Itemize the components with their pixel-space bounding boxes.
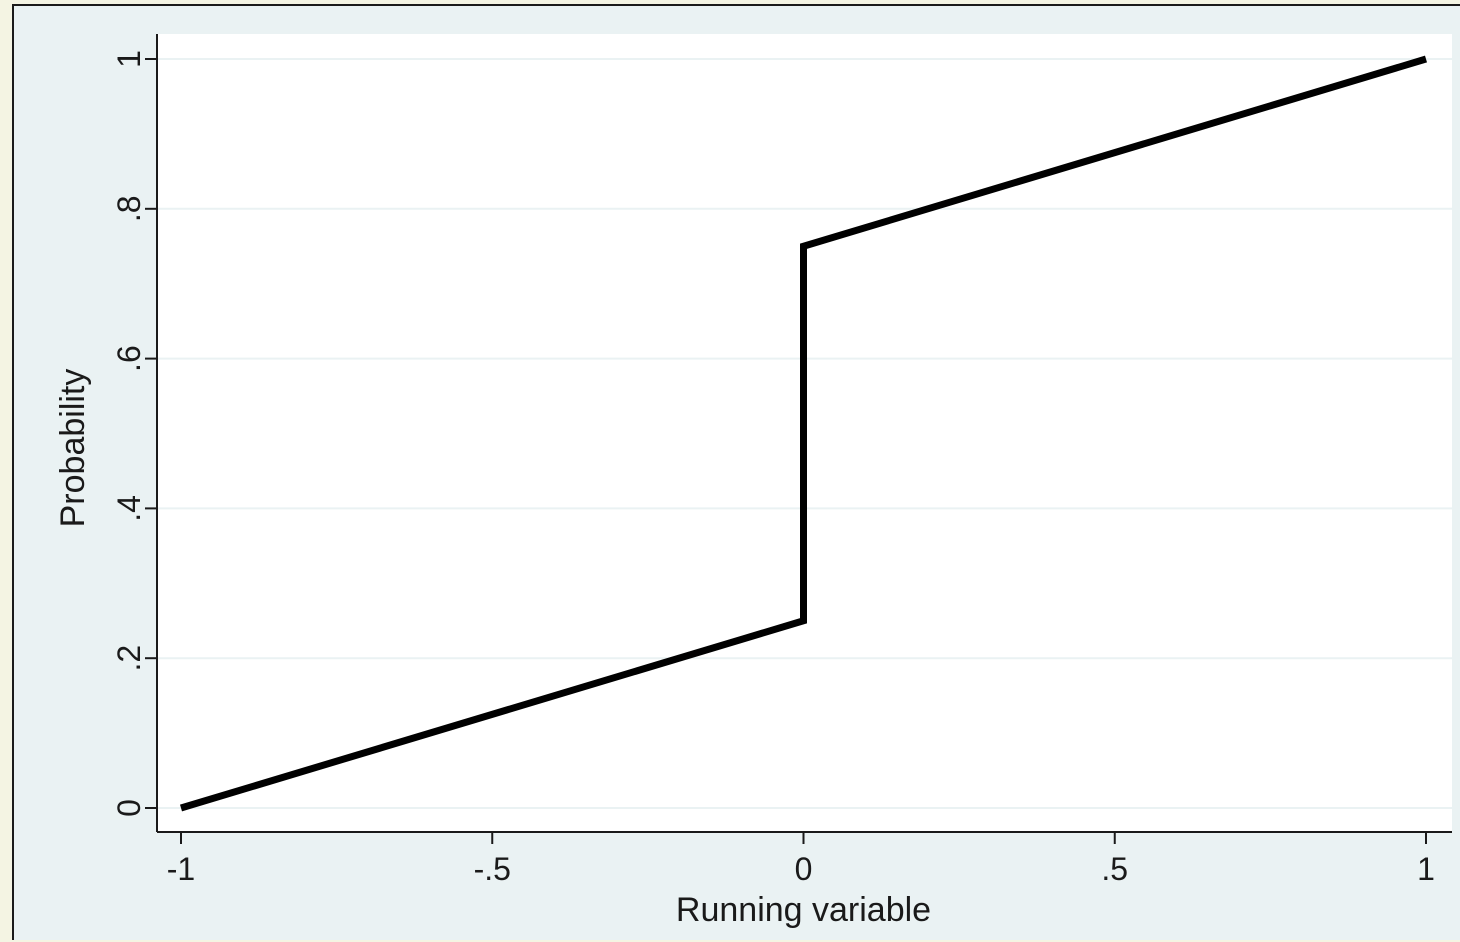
- y-tick-label-3: .6: [111, 345, 147, 372]
- y-tick-label-2: .4: [111, 495, 147, 522]
- y-axis-title: Probability: [54, 369, 92, 528]
- y-tick-label-0: 0: [111, 799, 147, 817]
- x-tick-label-2: 0: [795, 851, 813, 887]
- y-tick-label-5: 1: [111, 50, 147, 68]
- tick-marks: [145, 58, 1427, 844]
- y-tick-label-1: .2: [111, 645, 147, 672]
- x-axis-title: Running variable: [676, 891, 931, 929]
- x-tick-label-4: 1: [1417, 851, 1435, 887]
- x-tick-label-1: -.5: [474, 851, 511, 887]
- chart-svg: Running variable Probability 0 .2 .4 .6 .8 1 -…: [54, 34, 1452, 929]
- series-line-0: [179, 55, 1428, 812]
- x-tick-label-0: -1: [167, 851, 195, 887]
- y-tick-label-4: .8: [111, 195, 147, 222]
- chart-frame: Running variable Probability 0 .2 .4 .6 .8 1 -…: [12, 4, 1460, 940]
- x-tick-label-3: .5: [1101, 851, 1128, 887]
- series-lines: [179, 55, 1428, 812]
